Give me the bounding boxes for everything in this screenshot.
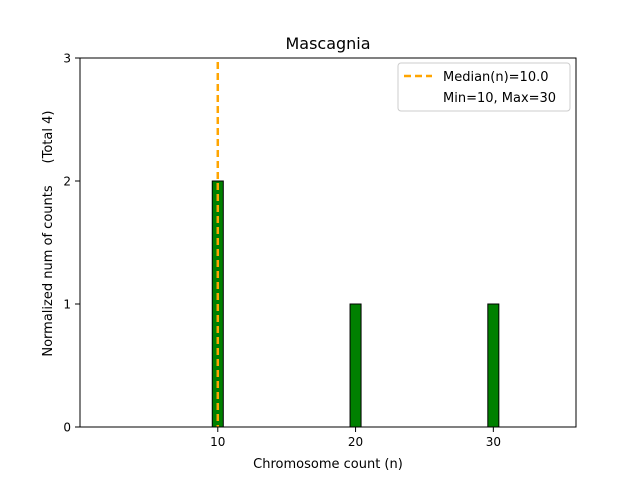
legend-box	[397, 62, 571, 112]
chart-title: Mascagnia	[285, 34, 370, 53]
x-axis-label: Chromosome count (n)	[253, 457, 403, 472]
y-tick-label-2: 2	[63, 175, 71, 189]
x-tick-label-1: 20	[348, 435, 363, 449]
legend-entry-min-max: Min=10, Max=30	[443, 91, 556, 106]
x-tick-label-2: 30	[486, 435, 501, 449]
axes-frame	[79, 57, 577, 428]
y-tick-label-3: 3	[63, 52, 71, 66]
histogram-bar-2	[487, 303, 500, 428]
y-axis-ticks: 0 1 2 3	[63, 52, 80, 435]
y-axis-total-note: (Total 4)	[41, 111, 56, 164]
y-tick-label-1: 1	[63, 298, 71, 312]
y-axis-label: Normalized num of counts	[41, 185, 56, 356]
x-tick-label-0: 10	[210, 435, 225, 449]
x-axis-ticks: 10 20 30	[210, 427, 501, 449]
histogram-bar-1	[349, 303, 362, 428]
y-tick-label-0: 0	[63, 421, 71, 435]
legend: Median(n)=10.0 Min=10, Max=30	[397, 62, 571, 112]
legend-entry-median: Median(n)=10.0	[443, 70, 549, 85]
